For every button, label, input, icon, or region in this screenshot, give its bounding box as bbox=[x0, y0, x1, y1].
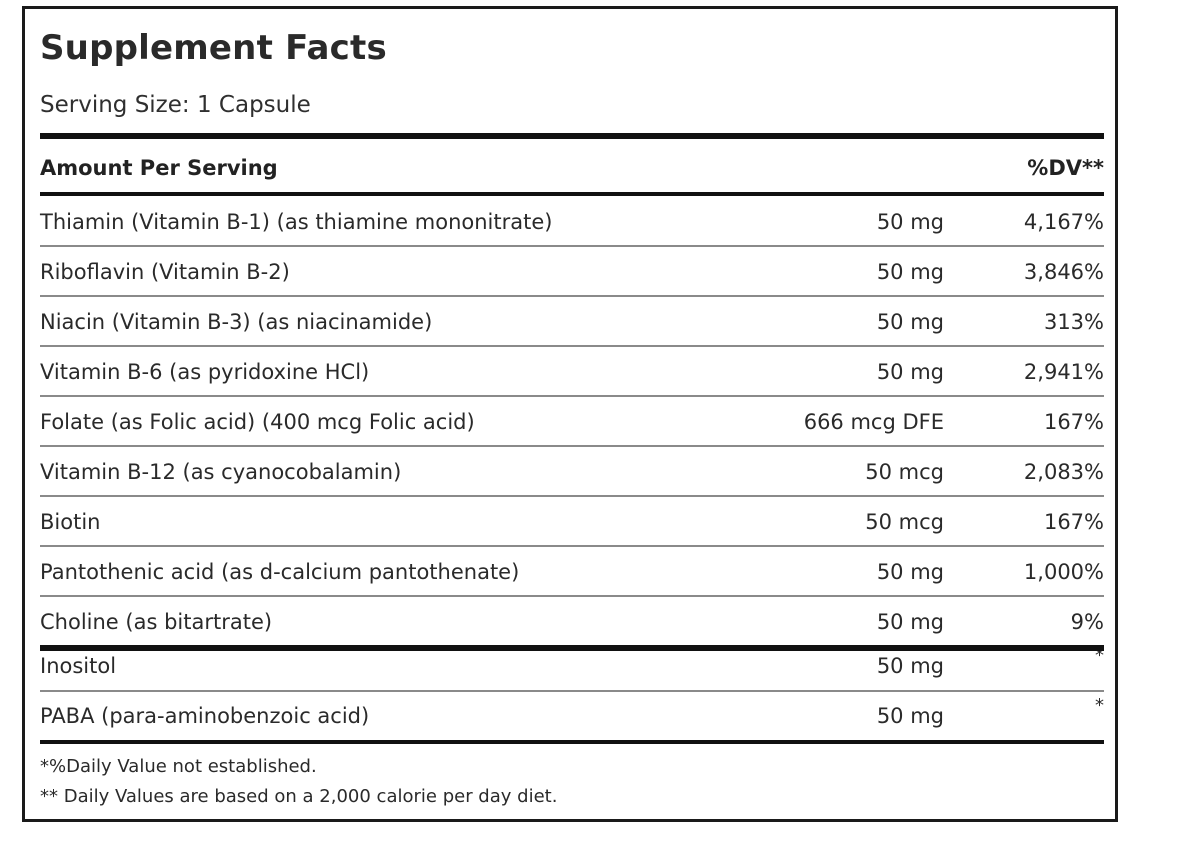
table-row: Vitamin B-6 (as pyridoxine HCl) 50 mg 2,94… bbox=[40, 350, 1104, 394]
nutrient-daily-value: * bbox=[1095, 645, 1104, 666]
table-row: Niacin (Vitamin B-3) (as niacinamide) 50 … bbox=[40, 300, 1104, 344]
nutrient-daily-value: 3,846% bbox=[1023, 260, 1104, 284]
nutrient-name: Inositol bbox=[40, 654, 117, 678]
row-divider bbox=[40, 345, 1104, 347]
row-divider bbox=[40, 545, 1104, 547]
nutrient-amount: 50 mg bbox=[876, 560, 944, 584]
nutrient-name: Folate (as Folic acid) (400 mcg Folic ac… bbox=[40, 410, 475, 434]
table-row: Folate (as Folic acid) (400 mcg Folic ac… bbox=[40, 400, 1104, 444]
nutrient-name: Thiamin (Vitamin B-1) (as thiamine monon… bbox=[40, 210, 553, 234]
nutrient-name: Vitamin B-12 (as cyanocobalamin) bbox=[40, 460, 402, 484]
section-thick-divider bbox=[40, 645, 1104, 651]
nutrient-amount: 50 mg bbox=[876, 260, 944, 284]
table-row: PABA (para-aminobenzoic acid) 50 mg * bbox=[40, 694, 1104, 738]
supplement-facts-panel bbox=[22, 6, 1118, 822]
footnote-calorie-basis: ** Daily Values are based on a 2,000 cal… bbox=[40, 786, 558, 807]
footnote-not-established: *%Daily Value not established. bbox=[40, 756, 317, 777]
nutrient-amount: 50 mg bbox=[876, 654, 944, 678]
nutrient-name: Riboflavin (Vitamin B-2) bbox=[40, 260, 290, 284]
table-row: Biotin 50 mcg 167% bbox=[40, 500, 1104, 544]
nutrient-amount: 50 mg bbox=[876, 704, 944, 728]
table-row: Riboflavin (Vitamin B-2) 50 mg 3,846% bbox=[40, 250, 1104, 294]
nutrient-amount: 50 mg bbox=[876, 310, 944, 334]
table-row: Pantothenic acid (as d-calcium pantothen… bbox=[40, 550, 1104, 594]
dv-column-label: %DV** bbox=[1027, 156, 1104, 180]
nutrient-name: Biotin bbox=[40, 510, 101, 534]
nutrient-daily-value: 313% bbox=[1043, 310, 1104, 334]
row-divider bbox=[40, 595, 1104, 597]
bottom-divider bbox=[40, 740, 1104, 744]
table-row: Choline (as bitartrate) 50 mg 9% bbox=[40, 600, 1104, 644]
nutrient-amount: 50 mg bbox=[876, 360, 944, 384]
row-divider bbox=[40, 245, 1104, 247]
nutrient-daily-value: 9% bbox=[1070, 610, 1104, 634]
row-divider bbox=[40, 690, 1104, 692]
nutrient-amount: 50 mg bbox=[876, 210, 944, 234]
header-divider bbox=[40, 192, 1104, 196]
row-divider bbox=[40, 445, 1104, 447]
row-divider bbox=[40, 395, 1104, 397]
nutrient-amount: 50 mcg bbox=[865, 460, 944, 484]
nutrient-name: Niacin (Vitamin B-3) (as niacinamide) bbox=[40, 310, 433, 334]
table-row: Inositol 50 mg * bbox=[40, 644, 1104, 688]
nutrient-amount: 50 mg bbox=[876, 610, 944, 634]
nutrient-daily-value: 2,083% bbox=[1023, 460, 1104, 484]
nutrient-daily-value: 167% bbox=[1043, 410, 1104, 434]
table-row: Vitamin B-12 (as cyanocobalamin) 50 mcg 2,… bbox=[40, 450, 1104, 494]
amount-per-serving-label: Amount Per Serving bbox=[40, 156, 278, 180]
nutrient-daily-value: 167% bbox=[1043, 510, 1104, 534]
top-thick-divider bbox=[40, 133, 1104, 139]
nutrient-name: Vitamin B-6 (as pyridoxine HCl) bbox=[40, 360, 370, 384]
row-divider bbox=[40, 495, 1104, 497]
panel-title: Supplement Facts bbox=[40, 28, 387, 68]
nutrient-daily-value: * bbox=[1095, 695, 1104, 716]
amount-header-row: Amount Per Serving %DV** bbox=[40, 150, 1104, 186]
nutrient-name: PABA (para-aminobenzoic acid) bbox=[40, 704, 370, 728]
nutrient-name: Pantothenic acid (as d-calcium pantothen… bbox=[40, 560, 520, 584]
serving-size: Serving Size: 1 Capsule bbox=[40, 92, 311, 118]
nutrient-daily-value: 4,167% bbox=[1023, 210, 1104, 234]
nutrient-daily-value: 1,000% bbox=[1023, 560, 1104, 584]
row-divider bbox=[40, 295, 1104, 297]
nutrient-amount: 666 mcg DFE bbox=[803, 410, 944, 434]
nutrient-name: Choline (as bitartrate) bbox=[40, 610, 273, 634]
nutrient-daily-value: 2,941% bbox=[1023, 360, 1104, 384]
nutrient-amount: 50 mcg bbox=[865, 510, 944, 534]
table-row: Thiamin (Vitamin B-1) (as thiamine monon… bbox=[40, 200, 1104, 244]
